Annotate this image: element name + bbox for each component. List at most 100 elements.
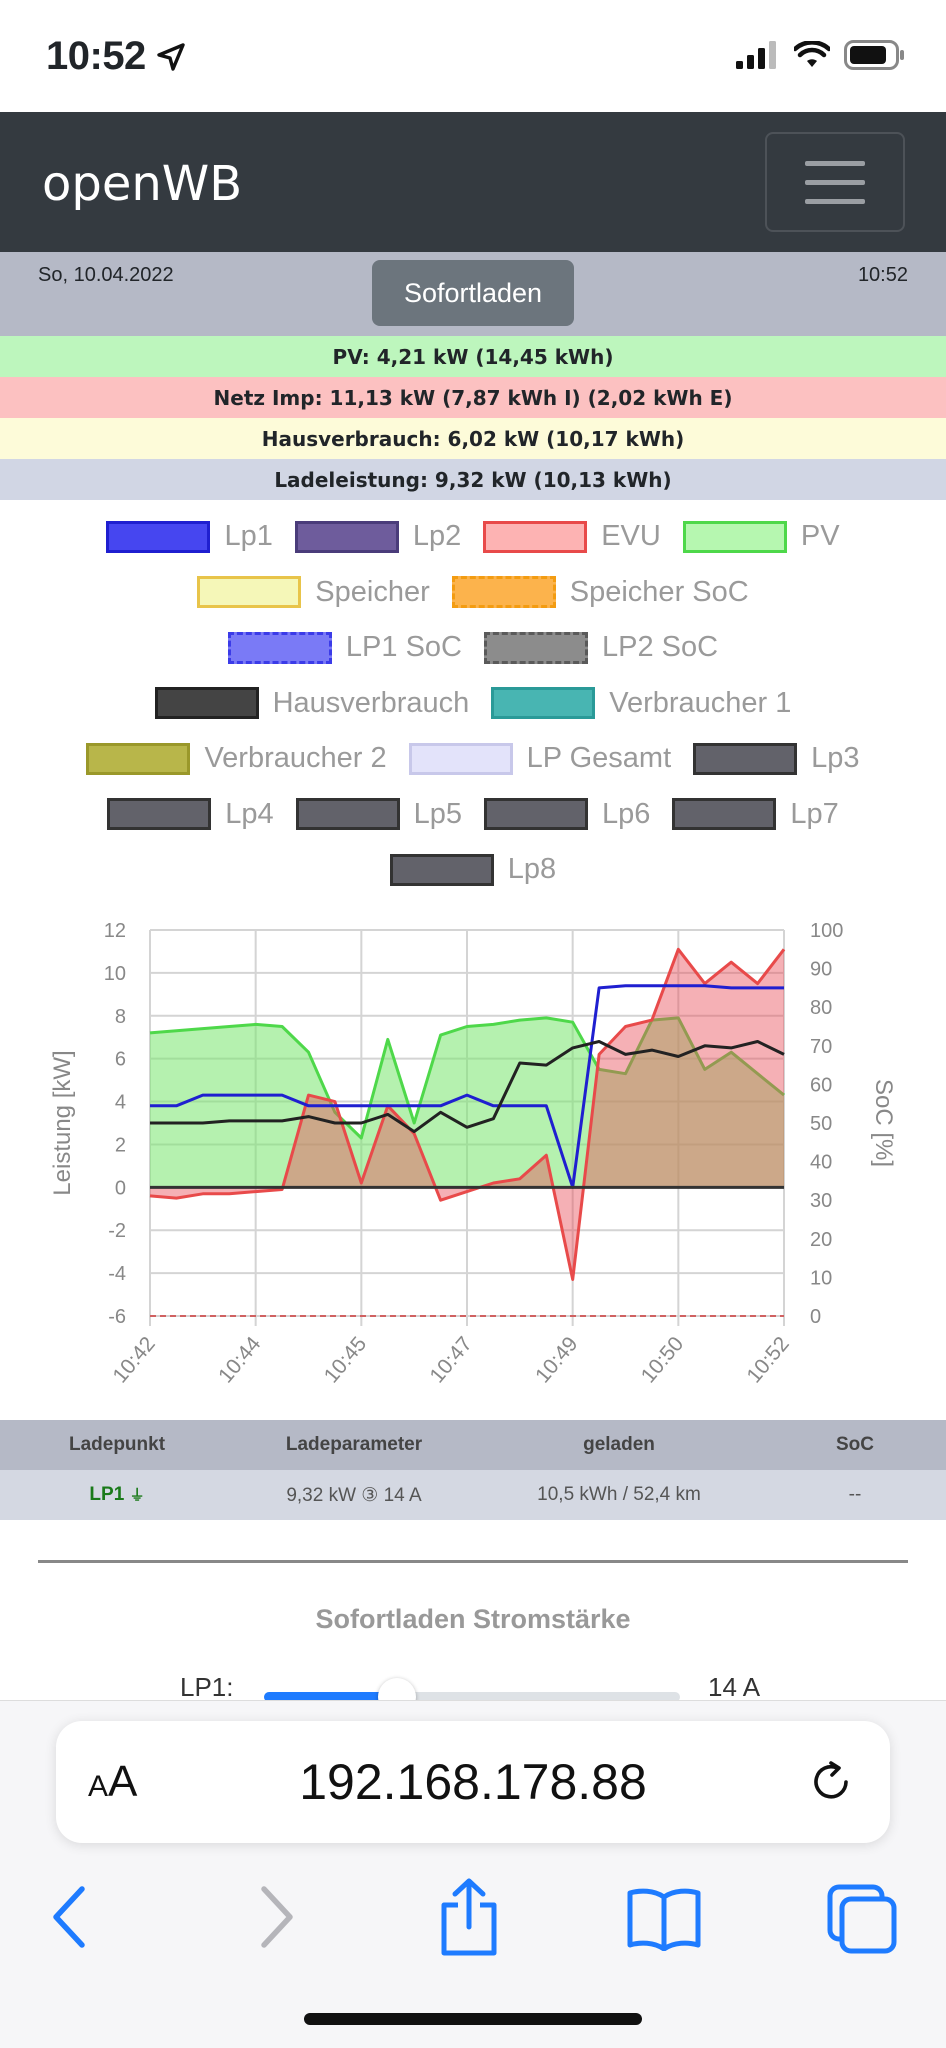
col-header: Ladeparameter	[285, 1434, 423, 1455]
share-icon[interactable]	[436, 1877, 502, 1957]
legend-item-lp6[interactable]: Lp6	[484, 798, 650, 831]
legend-item-lp7[interactable]: Lp7	[672, 798, 839, 831]
status-time: 10:52	[46, 34, 146, 78]
legend-swatch	[484, 631, 588, 664]
legend-label: Lp8	[507, 853, 557, 885]
legend-item-speicher[interactable]: Speicher	[197, 576, 430, 609]
legend-item-lp3[interactable]: Lp3	[693, 742, 860, 775]
y-tick-label: 12	[104, 920, 126, 942]
legend-item-lp2[interactable]: Lp2	[294, 520, 462, 553]
status-bar: 10:52	[0, 0, 946, 112]
legend-item-lp8[interactable]: Lp8	[389, 853, 557, 886]
home-indicator	[304, 2013, 642, 2025]
legend-swatch	[294, 520, 399, 553]
legend-item-pv[interactable]: PV	[682, 520, 840, 553]
legend-label: LP Gesamt	[526, 742, 672, 774]
current-date: So, 10.04.2022	[38, 264, 174, 286]
legend-item-lp1[interactable]: Lp1	[106, 520, 273, 553]
y2-tick-label: 30	[810, 1190, 832, 1212]
soc-value: --	[848, 1484, 862, 1505]
url-text[interactable]: 192.168.178.88	[299, 1754, 647, 1810]
legend-label: EVU	[601, 520, 661, 552]
tabs-icon[interactable]	[826, 1883, 898, 1955]
legend-item-verbraucher-2[interactable]: Verbraucher 2	[86, 742, 387, 775]
menu-toggle-button[interactable]	[765, 132, 905, 232]
legend-item-lp2-soc[interactable]: LP2 SoC	[484, 631, 718, 664]
series-line-evu	[149, 947, 786, 1281]
plug-icon: ⏚	[129, 1487, 145, 1504]
legend-swatch	[408, 742, 513, 775]
reader-options-button[interactable]: AAAA	[88, 1757, 138, 1806]
legend-item-lp4[interactable]: Lp4	[107, 798, 274, 831]
x-tick-label: 10:42	[108, 1332, 159, 1387]
series-area-pv	[150, 1017, 784, 1188]
reload-icon[interactable]	[806, 1757, 856, 1807]
legend-swatch	[154, 687, 259, 719]
back-icon[interactable]	[50, 1885, 90, 1949]
legend-item-hausverbrauch[interactable]: Hausverbrauch	[154, 686, 470, 720]
legend-row: Speicher Speicher SoC	[0, 576, 946, 609]
y-tick-label: 10	[104, 963, 126, 985]
legend-swatch	[107, 798, 212, 830]
legend-item-lp-gesamt[interactable]: LP Gesamt	[408, 742, 672, 775]
sofortladen-title: Sofortladen Stromstärke	[315, 1604, 631, 1634]
legend-label: Verbraucher 1	[609, 686, 792, 719]
current-slider-row: LP1: 14 A	[0, 1672, 946, 1716]
charge-mode-button[interactable]: Sofortladen	[372, 260, 574, 326]
address-bar[interactable]: AAAA 192.168.178.88	[56, 1721, 890, 1843]
y2-tick-label: 50	[810, 1113, 832, 1135]
legend-swatch	[227, 631, 332, 664]
forward-icon[interactable]	[256, 1885, 296, 1949]
legend-row: Verbraucher 2 LP Gesamt Lp3	[0, 742, 946, 775]
y2-tick-label: 10	[810, 1267, 832, 1289]
slider-label: LP1:	[180, 1672, 234, 1702]
legend-label: Hausverbrauch	[272, 686, 470, 719]
legend-swatch	[672, 798, 777, 830]
brand-logo[interactable]: openWB	[42, 156, 243, 212]
legend-row: LP1 SoC LP2 SoC	[0, 631, 946, 664]
y2-tick-label: 100	[810, 920, 843, 942]
hamburger-icon-line	[805, 160, 865, 166]
charge-summary: Ladeleistung: 9,32 kW (10,13 kWh)	[0, 459, 946, 500]
chargepoint-table: Ladepunkt Ladeparameter geladen SoC LP1 …	[0, 1420, 946, 1520]
y2-tick-label: 90	[810, 959, 832, 981]
table-row[interactable]: LP1 ⏚ 9,32 kW ③ 14 A 10,5 kWh / 52,4 km …	[0, 1470, 946, 1520]
browser-toolbar	[0, 1861, 946, 1981]
series-area-evu	[150, 949, 784, 1280]
y-tick-label: -2	[108, 1220, 126, 1242]
legend-label: Lp2	[412, 520, 462, 552]
series-line-lp1	[150, 984, 784, 1189]
legend-label: Lp3	[811, 742, 860, 774]
legend-item-verbraucher-1[interactable]: Verbraucher 1	[491, 687, 791, 720]
y2-tick-label: 20	[810, 1229, 832, 1251]
legend-swatch	[491, 687, 596, 719]
divider	[38, 1560, 908, 1563]
x-tick-label: 10:45	[320, 1332, 371, 1387]
y2-tick-label: 0	[810, 1306, 821, 1328]
legend-swatch	[106, 520, 211, 553]
legend-label: Lp1	[224, 520, 273, 552]
legend-item-lp1-soc[interactable]: LP1 SoC	[227, 631, 462, 664]
chargepoint-name[interactable]: LP1 ⏚	[0, 1484, 234, 1506]
charged-energy: 10,5 kWh / 52,4 km	[537, 1484, 701, 1505]
legend-swatch	[197, 576, 302, 608]
charge-parameters: 9,32 kW ③ 14 A	[286, 1484, 422, 1506]
y2-axis-label: SoC [%]	[870, 1079, 897, 1167]
legend-swatch	[693, 742, 798, 775]
y2-tick-label: 70	[810, 1036, 832, 1058]
x-tick-label: 10:47	[425, 1332, 476, 1387]
pv-summary: PV: 4,21 kW (14,45 kWh)	[0, 336, 946, 377]
wifi-icon	[794, 41, 830, 67]
legend-item-lp5[interactable]: Lp5	[295, 798, 462, 831]
legend-row: Lp1 Lp2 EVU PV	[0, 520, 946, 553]
y-tick-label: -6	[108, 1306, 126, 1328]
legend-label: Verbraucher 2	[204, 742, 387, 774]
legend-item-evu[interactable]: EVU	[483, 520, 661, 553]
slider-value: 14 A	[708, 1672, 761, 1702]
y-tick-label: 6	[115, 1049, 126, 1071]
x-tick-label: 10:50	[637, 1332, 688, 1387]
col-header: SoC	[836, 1434, 874, 1455]
bookmarks-icon[interactable]	[626, 1887, 702, 1951]
col-header: geladen	[583, 1434, 655, 1455]
legend-item-speicher-soc[interactable]: Speicher SoC	[451, 576, 749, 609]
